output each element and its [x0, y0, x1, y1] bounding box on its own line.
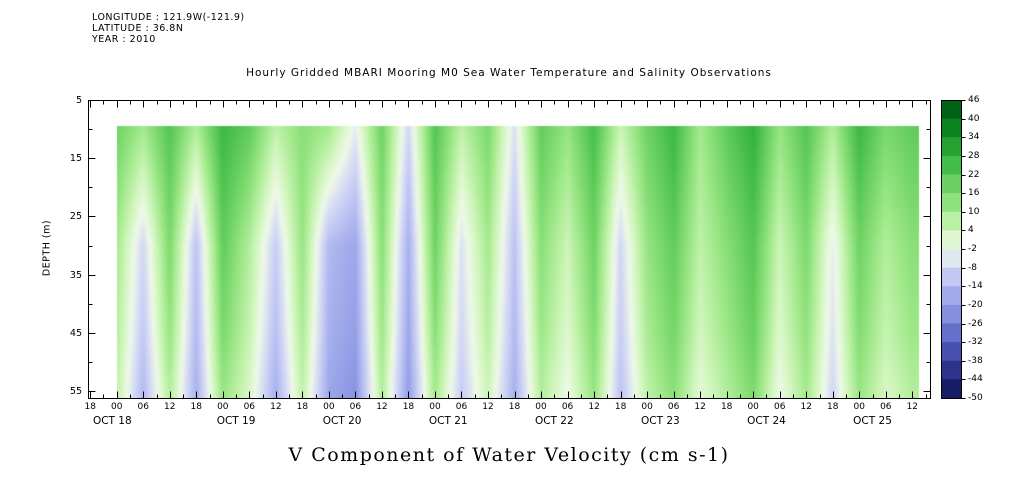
y-tick-label: 35: [69, 269, 82, 281]
x-hour-tick-label: 00: [641, 402, 653, 412]
x-hour-tick-label: 00: [535, 402, 547, 412]
x-hour-tick-label: 18: [508, 402, 521, 412]
x-hour-tick-label: 18: [84, 402, 96, 412]
colorbar-tick-label: 22: [968, 169, 980, 180]
x-hour-tick-label: 12: [482, 402, 494, 412]
y-tick-label: 25: [69, 211, 82, 223]
y-axis-title: DEPTH (m): [41, 219, 53, 277]
y-tick-label: 15: [69, 153, 82, 165]
colorbar-tick-label: -8: [968, 262, 977, 273]
x-hour-tick-label: 18: [296, 402, 309, 412]
x-date-label: OCT 21: [428, 415, 468, 427]
x-hour-tick-label: 06: [667, 402, 680, 412]
colorbar-tick-label: 16: [968, 188, 980, 199]
x-hour-tick-label: 18: [402, 402, 415, 412]
colorbar-tick-label: 46: [968, 95, 980, 105]
year-label: YEAR : 2010: [92, 34, 156, 45]
x-date-label: OCT 20: [322, 415, 362, 427]
x-hour-tick-label: 00: [429, 402, 441, 412]
latitude-label: LATITUDE : 36.8N: [92, 23, 184, 34]
x-hour-tick-label: 06: [773, 402, 786, 412]
y-tick-label: 55: [69, 386, 82, 398]
x-hour-tick-label: 12: [376, 402, 388, 412]
colorbar-tick-label: 40: [968, 113, 980, 124]
colorbar-tick-label: 34: [968, 132, 980, 143]
x-hour-tick-label: 00: [323, 402, 335, 412]
chart-title: Hourly Gridded MBARI Mooring M0 Sea Wate…: [246, 67, 772, 79]
y-tick-label: 45: [69, 327, 82, 339]
x-hour-tick-label: 00: [110, 402, 123, 412]
x-hour-tick-label: 18: [614, 402, 627, 412]
x-hour-tick-label: 12: [906, 402, 919, 412]
x-date-label: OCT 24: [747, 415, 786, 427]
x-date-label: OCT 22: [534, 415, 574, 427]
x-hour-tick-label: 00: [217, 402, 229, 412]
y-tick-label: 5: [75, 95, 82, 106]
colorbar-tick-label: -38: [968, 355, 983, 366]
x-hour-tick-label: 12: [588, 402, 600, 412]
colorbar-tick-label: -2: [968, 244, 977, 254]
colorbar-tick-label: -14: [968, 281, 983, 292]
x-hour-tick-label: 06: [349, 402, 362, 412]
x-date-label: OCT 23: [641, 415, 680, 427]
colorbar-tick-label: -20: [968, 299, 983, 310]
longitude-label: LONGITUDE : 121.9W(-121.9): [92, 12, 245, 23]
colorbar-tick-label: 4: [968, 225, 974, 236]
metadata-block: LONGITUDE : 121.9W(-121.9) LATITUDE : 36…: [92, 12, 245, 45]
x-hour-tick-label: 18: [720, 402, 733, 412]
x-date-label: OCT 25: [853, 415, 892, 427]
x-hour-tick-label: 18: [190, 402, 202, 412]
x-hour-tick-label: 06: [137, 402, 149, 412]
colorbar-tick-label: 28: [968, 150, 980, 161]
colorbar-tick-label: -50: [968, 393, 983, 403]
x-hour-tick-label: 12: [270, 402, 282, 412]
x-hour-tick-label: 12: [800, 402, 812, 412]
x-hour-tick-label: 06: [243, 402, 256, 412]
x-hour-tick-label: 06: [455, 402, 468, 412]
x-hour-tick-label: 12: [694, 402, 706, 412]
x-hour-tick-label: 12: [164, 402, 176, 412]
x-date-label: OCT 18: [92, 415, 132, 427]
x-hour-tick-label: 06: [561, 402, 574, 412]
colorbar-tick-label: -32: [968, 337, 983, 348]
x-hour-tick-label: 06: [880, 402, 892, 412]
colorbar-tick-label: -26: [968, 318, 983, 329]
chart-caption: V Component of Water Velocity (cm s-1): [288, 444, 730, 466]
colorbar-tick-label: 10: [968, 206, 980, 217]
x-hour-tick-label: 18: [827, 402, 839, 412]
x-hour-tick-label: 00: [853, 402, 865, 412]
heatmap-canvas: [88, 100, 930, 398]
x-hour-tick-label: 00: [747, 402, 759, 412]
x-date-label: OCT 19: [216, 415, 256, 427]
colorbar-tick-label: -44: [968, 374, 983, 385]
